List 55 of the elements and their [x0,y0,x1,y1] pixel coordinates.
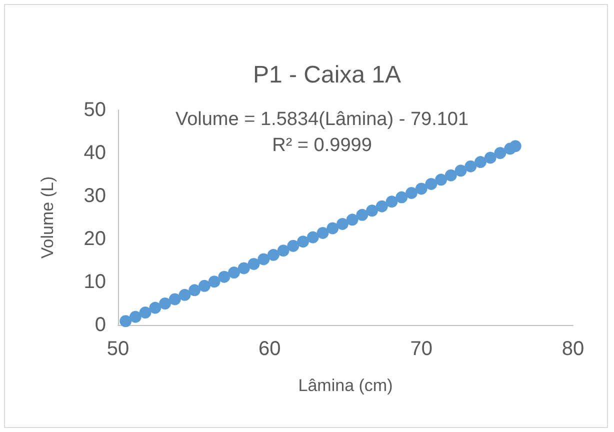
point [208,276,220,288]
x-axis-title: Lâmina (cm) [298,376,393,395]
point [287,240,300,252]
y-tick-label: 30 [84,185,106,207]
y-tick-label: 10 [84,271,106,293]
point [218,270,230,283]
point [444,169,457,182]
y-tick-label: 50 [84,99,106,121]
annotation: R² = 0.9999 [272,135,372,156]
x-tick-label: 50 [106,338,130,360]
point [277,244,290,257]
chart-title: P1 - Caixa 1A [252,62,402,88]
annotation: Volume = 1.5834(Lâmina) - 79.101 [175,109,469,130]
point [464,160,477,172]
y-tick-label: 0 [94,314,106,336]
point [356,208,368,221]
point [396,191,408,204]
point [228,266,240,279]
point [258,253,270,266]
point [494,147,506,159]
point [188,284,201,296]
point [336,218,348,230]
point [306,231,319,244]
x-tick-label: 80 [562,338,584,360]
point [484,152,496,164]
point [316,226,329,239]
x-tick-label: 70 [410,338,432,360]
point [248,258,260,270]
point [435,174,448,186]
point [386,196,398,208]
point [454,164,467,177]
point [178,288,191,301]
point [346,214,358,226]
point [159,298,172,310]
point [168,293,181,306]
point [129,310,142,323]
point [326,222,339,234]
y-tick-label: 40 [84,142,106,164]
point [297,236,310,248]
point [267,248,280,261]
point [120,315,132,328]
point [405,186,418,199]
point [474,156,486,168]
x-tick-label: 60 [258,338,281,360]
point [425,178,438,190]
point [139,306,152,319]
y-tick-label: 20 [84,228,106,250]
y-axis-title: Volume (L) [38,176,57,259]
point [376,200,388,212]
point [366,204,378,217]
point [238,262,250,274]
point [149,302,162,314]
point [415,182,428,195]
point [198,280,210,292]
point [509,140,522,152]
